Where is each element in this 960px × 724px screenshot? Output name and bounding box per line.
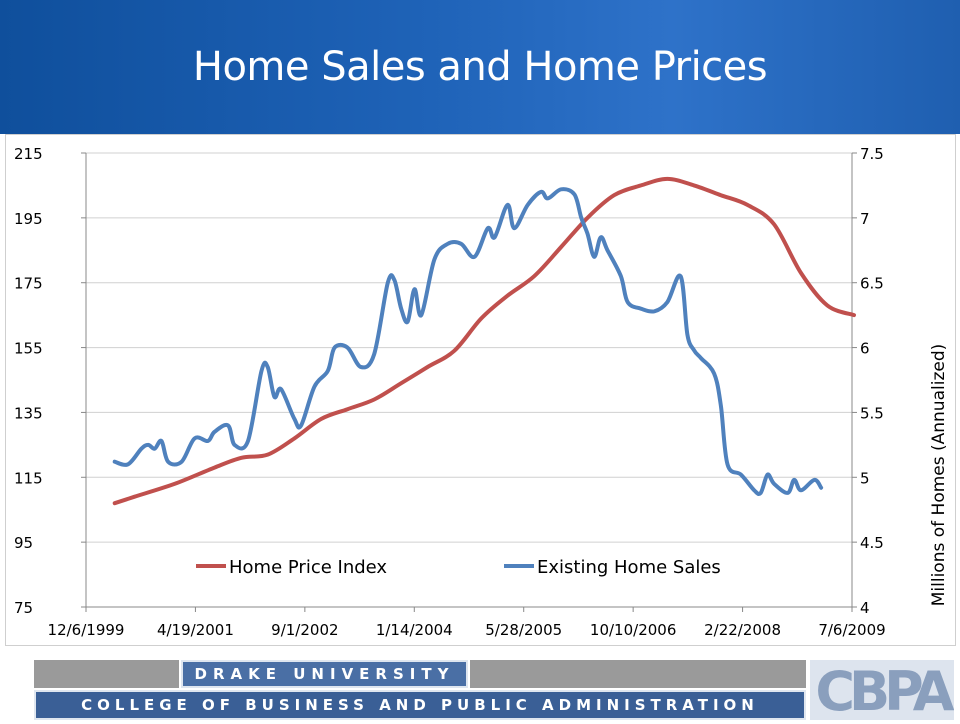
gridlines	[86, 152, 852, 543]
right-axis-tick-label: 5	[860, 469, 870, 487]
left-axis-tick-label: 155	[14, 340, 43, 358]
x-axis-tick-label: 12/6/1999	[48, 621, 125, 639]
x-axis-tick-label: 2/22/2008	[704, 621, 781, 639]
right-axis-tick-label: 5.5	[860, 404, 884, 422]
left-axis-tick-label: 135	[14, 404, 43, 422]
left-axis-tick-label: 95	[14, 534, 33, 552]
chart-legend: Home Price Index Existing Home Sales	[196, 557, 721, 578]
left-axis-tick-label: 115	[14, 469, 43, 487]
left-axis-tick-label: 75	[14, 599, 33, 617]
footer-gray-bar-right	[470, 660, 806, 688]
legend-label: Home Price Index	[229, 557, 387, 578]
cbpa-logo: CBPA	[810, 660, 960, 723]
left-axis-tick-label: 195	[14, 210, 43, 228]
logo-text: CBPA	[815, 660, 954, 720]
legend-label: Existing Home Sales	[537, 557, 721, 578]
college-name: COLLEGE OF BUSINESS AND PUBLIC ADMINISTR…	[81, 696, 759, 714]
x-axis-tick-label: 1/14/2004	[376, 621, 453, 639]
left-axis-tick-label: 175	[14, 275, 43, 293]
right-axis-tick-label: 6	[860, 340, 870, 358]
slide-title: Home Sales and Home Prices	[192, 44, 768, 90]
x-axis-tick-label: 10/10/2006	[590, 621, 676, 639]
right-axis-tick-label: 4.5	[860, 534, 884, 552]
tick-labels: 215 195 175 155 135 115 95 75 7.5 7 6.5 6 5.5 5 4.5 4 12…	[14, 145, 886, 639]
series-line-1	[112, 187, 824, 496]
x-axis-tick-label: 5/28/2005	[485, 621, 562, 639]
x-axis-tick-label: 9/1/2002	[271, 621, 338, 639]
series-lines	[112, 176, 856, 506]
right-axis-tick-label: 6.5	[860, 275, 884, 293]
right-axis-label: Millions of Homes (Annualized)	[929, 344, 949, 607]
college-banner: COLLEGE OF BUSINESS AND PUBLIC ADMINISTR…	[34, 690, 806, 720]
left-axis-tick-label: 215	[14, 145, 43, 163]
title-banner: Home Sales and Home Prices	[0, 0, 960, 134]
x-axis-tick-label: 7/6/2009	[818, 621, 885, 639]
right-axis-tick-label: 4	[860, 599, 870, 617]
right-axis-tick-label: 7.5	[860, 145, 884, 163]
series-line-0	[112, 176, 856, 506]
line-chart: 215 195 175 155 135 115 95 75 7.5 7 6.5 6 5.5 5 4.5 4 12…	[14, 145, 949, 639]
right-axis-tick-label: 7	[860, 210, 870, 228]
x-axis-tick-label: 4/19/2001	[157, 621, 234, 639]
university-name: DRAKE UNIVERSITY	[194, 665, 455, 683]
footer-gray-bar-left	[34, 660, 179, 688]
chart-axes	[81, 152, 857, 612]
university-banner: DRAKE UNIVERSITY	[181, 660, 468, 688]
chart-panel: 215 195 175 155 135 115 95 75 7.5 7 6.5 6 5.5 5 4.5 4 12…	[5, 134, 956, 646]
